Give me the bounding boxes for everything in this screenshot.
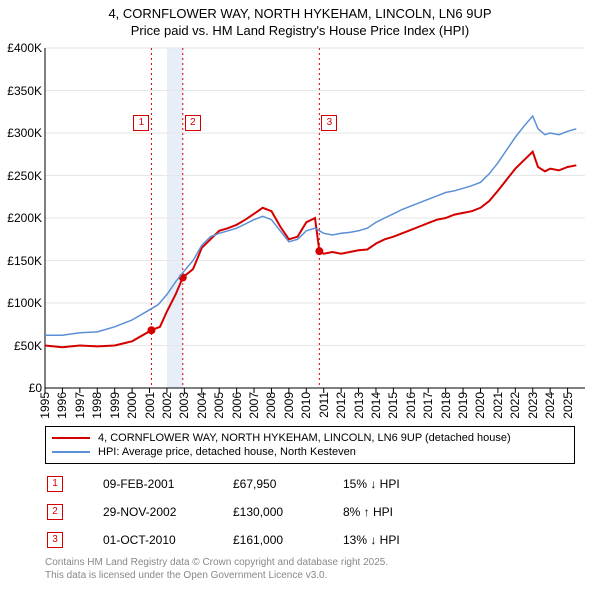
- footer-line2: This data is licensed under the Open Gov…: [45, 569, 388, 582]
- y-tick-label: £350K: [7, 84, 42, 98]
- x-tick-label: 2000: [125, 392, 139, 419]
- legend-swatch: [52, 451, 90, 453]
- x-tick-label: 2017: [421, 392, 435, 419]
- x-tick-label: 2008: [264, 392, 278, 419]
- x-tick-label: 2003: [177, 392, 191, 419]
- legend-swatch: [52, 437, 90, 439]
- x-tick-label: 2025: [561, 392, 575, 419]
- sale-row-price: £130,000: [233, 505, 343, 519]
- x-tick-label: 2021: [491, 392, 505, 419]
- sale-row-marker: 2: [47, 504, 63, 520]
- x-tick-label: 2020: [473, 392, 487, 419]
- sale-row-price: £161,000: [233, 533, 343, 547]
- x-tick-label: 2002: [160, 392, 174, 419]
- x-tick-label: 1995: [38, 392, 52, 419]
- y-tick-label: £200K: [7, 211, 42, 225]
- x-tick-label: 2012: [334, 392, 348, 419]
- sale-row-date: 29-NOV-2002: [103, 505, 233, 519]
- x-tick-label: 2009: [282, 392, 296, 419]
- y-tick-label: £250K: [7, 169, 42, 183]
- title-line2: Price paid vs. HM Land Registry's House …: [0, 23, 600, 40]
- sale-row-price: £67,950: [233, 477, 343, 491]
- x-tick-label: 2022: [508, 392, 522, 419]
- y-tick-label: £50K: [14, 339, 42, 353]
- x-tick-label: 1996: [55, 392, 69, 419]
- sale-row-date: 09-FEB-2001: [103, 477, 233, 491]
- sale-row-delta: 15% ↓ HPI: [343, 477, 453, 491]
- footer-line1: Contains HM Land Registry data © Crown c…: [45, 556, 388, 569]
- y-tick-label: £100K: [7, 296, 42, 310]
- chart-area: [45, 48, 585, 388]
- x-tick-label: 2016: [404, 392, 418, 419]
- legend-item: 4, CORNFLOWER WAY, NORTH HYKEHAM, LINCOL…: [52, 431, 568, 445]
- sale-row-marker: 1: [47, 476, 63, 492]
- sale-row-delta: 8% ↑ HPI: [343, 505, 453, 519]
- sales-table: 1 09-FEB-2001£67,95015% ↓ HPI 2 29-NOV-2002…: [45, 470, 575, 554]
- x-tick-label: 2019: [456, 392, 470, 419]
- sale-row: 2 29-NOV-2002£130,0008% ↑ HPI: [45, 498, 575, 526]
- x-tick-label: 2023: [526, 392, 540, 419]
- x-tick-label: 2018: [439, 392, 453, 419]
- x-tick-label: 2007: [247, 392, 261, 419]
- y-tick-label: £300K: [7, 126, 42, 140]
- x-tick-label: 1998: [90, 392, 104, 419]
- attribution-footer: Contains HM Land Registry data © Crown c…: [45, 556, 388, 582]
- x-tick-label: 2015: [386, 392, 400, 419]
- x-tick-label: 2005: [212, 392, 226, 419]
- sale-event-marker: 1: [133, 115, 149, 131]
- legend-label: 4, CORNFLOWER WAY, NORTH HYKEHAM, LINCOL…: [98, 432, 511, 444]
- chart-title: 4, CORNFLOWER WAY, NORTH HYKEHAM, LINCOL…: [0, 0, 600, 40]
- legend-label: HPI: Average price, detached house, Nort…: [98, 446, 356, 458]
- sale-row: 3 01-OCT-2010£161,00013% ↓ HPI: [45, 526, 575, 554]
- x-tick-label: 2010: [299, 392, 313, 419]
- y-tick-label: £150K: [7, 254, 42, 268]
- sale-event-marker: 2: [185, 115, 201, 131]
- legend-item: HPI: Average price, detached house, Nort…: [52, 445, 568, 459]
- x-tick-label: 2014: [369, 392, 383, 419]
- sale-row: 1 09-FEB-2001£67,95015% ↓ HPI: [45, 470, 575, 498]
- sale-row-date: 01-OCT-2010: [103, 533, 233, 547]
- sale-row-marker: 3: [47, 532, 63, 548]
- x-tick-label: 1999: [108, 392, 122, 419]
- x-tick-label: 2024: [543, 392, 557, 419]
- title-line1: 4, CORNFLOWER WAY, NORTH HYKEHAM, LINCOL…: [0, 6, 600, 23]
- x-tick-label: 1997: [73, 392, 87, 419]
- x-tick-label: 2011: [317, 392, 331, 418]
- x-tick-label: 2001: [143, 392, 157, 419]
- sale-event-marker: 3: [321, 115, 337, 131]
- x-tick-label: 2004: [195, 392, 209, 419]
- sale-row-delta: 13% ↓ HPI: [343, 533, 453, 547]
- y-tick-label: £400K: [7, 41, 42, 55]
- legend: 4, CORNFLOWER WAY, NORTH HYKEHAM, LINCOL…: [45, 426, 575, 464]
- x-tick-label: 2013: [352, 392, 366, 419]
- chart-svg: [45, 48, 585, 388]
- x-tick-label: 2006: [230, 392, 244, 419]
